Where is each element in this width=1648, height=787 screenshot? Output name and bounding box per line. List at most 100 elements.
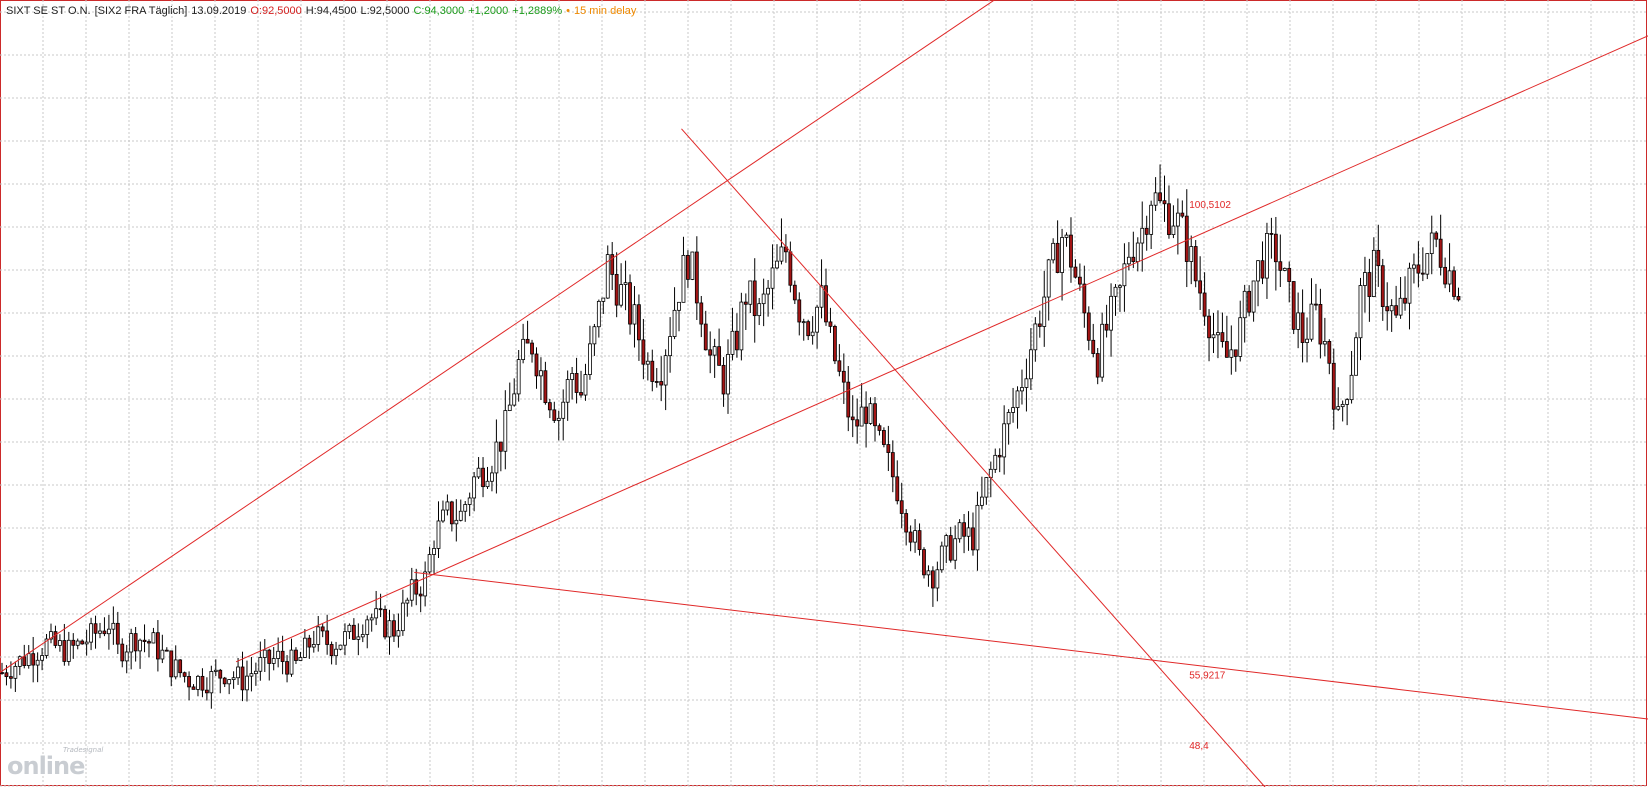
level-label: 100,5102	[1189, 200, 1231, 211]
candle-body	[1238, 317, 1243, 357]
candle-body	[93, 623, 98, 634]
candle-body	[31, 653, 36, 666]
candle-body	[850, 416, 855, 421]
candle-body	[35, 659, 40, 666]
candle-body	[164, 649, 169, 652]
candle-body	[1305, 338, 1309, 343]
candle-body	[810, 331, 815, 337]
candle-body	[1412, 264, 1416, 269]
candle-body	[654, 381, 659, 383]
candle-body	[512, 393, 517, 406]
candle-body	[1193, 246, 1198, 282]
candle-body	[432, 548, 436, 555]
candle-body	[396, 630, 401, 637]
candle-body	[837, 360, 842, 372]
trendline[interactable]	[681, 128, 1266, 787]
candle-body	[1256, 260, 1260, 282]
level-label: 55,9217	[1189, 670, 1226, 681]
candle-body	[997, 454, 1002, 458]
candle-body	[1144, 227, 1149, 235]
trendline[interactable]	[235, 35, 1648, 663]
candle-body	[316, 626, 321, 645]
candle-body	[436, 520, 441, 549]
candle-body	[681, 254, 686, 303]
candle-body	[1429, 232, 1434, 255]
candle-body	[13, 665, 18, 679]
candle-body	[922, 549, 926, 576]
candle-body	[1345, 399, 1350, 405]
candle-body	[1113, 286, 1118, 297]
candle-body	[1314, 303, 1318, 306]
candle-body	[926, 570, 931, 576]
candle-body	[9, 676, 13, 679]
candle-body	[1273, 233, 1278, 263]
candle-body	[534, 353, 539, 377]
candle-body	[1020, 387, 1024, 392]
candle-body	[659, 381, 664, 386]
candle-body	[1082, 283, 1087, 314]
candle-body	[1363, 272, 1367, 286]
candle-body	[142, 639, 147, 642]
candle-body	[133, 633, 138, 652]
candle-body	[147, 641, 151, 644]
candle-body	[231, 677, 236, 681]
candle-body	[619, 284, 624, 306]
candle-body	[565, 379, 570, 403]
candle-body	[1207, 315, 1211, 339]
candle-body	[819, 285, 824, 308]
candle-body	[311, 644, 316, 648]
candle-body	[1420, 272, 1425, 275]
candle-body	[868, 403, 873, 424]
candle-body	[752, 280, 757, 317]
trendline[interactable]	[414, 571, 1648, 720]
candle-body	[1086, 312, 1091, 341]
candle-body	[1296, 312, 1301, 330]
candle-body	[476, 467, 481, 478]
candle-body	[1100, 323, 1105, 378]
candle-body	[383, 608, 387, 638]
candle-body	[1385, 306, 1390, 312]
candle-body	[338, 644, 343, 650]
candle-body	[1189, 246, 1194, 262]
candle-body	[1216, 332, 1220, 336]
candle-body	[1398, 297, 1403, 316]
candle-body	[485, 480, 490, 488]
candle-body	[414, 579, 419, 595]
candle-body	[249, 673, 254, 677]
instrument-name: SIXT SE ST O.N.	[6, 5, 91, 17]
candle-body	[449, 501, 454, 525]
candle-body	[708, 349, 713, 356]
candle-body	[1180, 212, 1185, 217]
candle-body	[498, 441, 503, 452]
candle-body	[1376, 249, 1381, 267]
candle-body	[178, 659, 183, 674]
candle-body	[1095, 353, 1100, 378]
candle-body	[1091, 339, 1096, 354]
candle-body	[761, 293, 766, 305]
candle-body	[490, 472, 494, 482]
candle-body	[187, 676, 191, 688]
trendline[interactable]	[0, 0, 1016, 673]
candle-body	[427, 554, 432, 573]
candle-body	[841, 370, 846, 383]
candle-body	[1300, 312, 1305, 343]
candle-body	[824, 285, 828, 323]
candle-body	[1202, 292, 1207, 317]
level-label: 48,4	[1189, 741, 1209, 752]
candle-body	[766, 287, 770, 295]
candle-body	[1265, 233, 1269, 279]
candle-body	[26, 653, 31, 666]
candle-body	[694, 251, 699, 304]
candle-body	[387, 620, 392, 638]
candle-body	[503, 410, 508, 452]
candle-body	[218, 669, 223, 679]
candle-body	[409, 579, 414, 601]
candle-body	[979, 496, 984, 506]
candle-body	[1247, 290, 1252, 313]
candle-body	[975, 504, 980, 551]
candle-body	[1434, 232, 1439, 240]
candle-body	[525, 338, 530, 344]
